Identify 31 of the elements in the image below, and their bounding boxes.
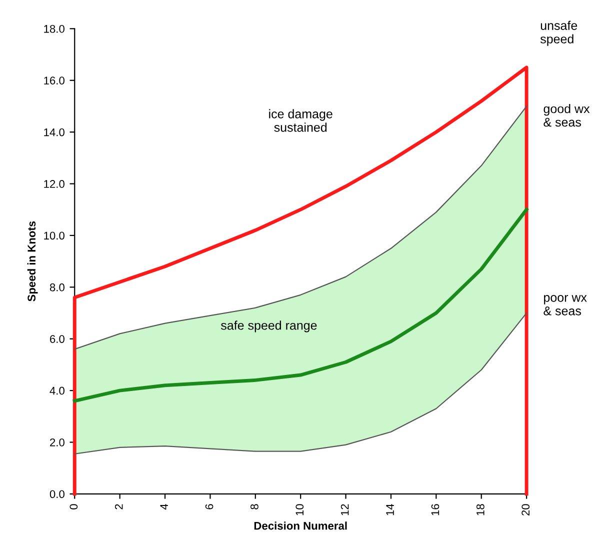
- y-tick-label: 16.0: [44, 76, 64, 85]
- x-tick-label: 20: [522, 504, 530, 516]
- x-tick-label: 10: [296, 504, 304, 516]
- x-tick-label: 16: [431, 504, 440, 516]
- y-tick-label: 6.0: [50, 335, 64, 343]
- y-tick-label: 10.0: [44, 232, 64, 240]
- y-tick-label: 0.0: [50, 490, 64, 498]
- x-tick-label: 0: [70, 504, 78, 510]
- x-tick-label: 18: [476, 504, 484, 516]
- y-axis-title: Speed in Knots: [27, 221, 38, 302]
- x-tick-label: 12: [340, 504, 349, 516]
- annotation: poor wx & seas: [544, 295, 587, 316]
- x-tick-label: 2: [114, 504, 123, 510]
- y-tick-label: 18.0: [44, 24, 64, 33]
- line-series: [74, 106, 528, 350]
- annotation: safe speed range: [221, 320, 317, 332]
- x-tick-label: 8: [250, 504, 258, 510]
- y-tick-label: 14.0: [44, 128, 64, 136]
- x-tick-label: 14: [386, 504, 394, 516]
- annotation: ice damage sustained: [269, 109, 332, 132]
- y-tick-label: 2.0: [50, 438, 64, 446]
- y-tick-label: 4.0: [50, 386, 64, 395]
- y-tick-label: 12.0: [44, 180, 64, 188]
- x-tick-label: 6: [205, 504, 214, 510]
- annotation: good wx & seas: [544, 104, 590, 127]
- text: unsafe speed: [540, 20, 578, 46]
- x-tick-label: 4: [160, 504, 168, 510]
- line-series: [72, 208, 528, 403]
- x-axis-title: Decision Numeral: [254, 522, 347, 530]
- y-tick-label: 8.0: [50, 283, 64, 292]
- line-series: [74, 312, 528, 454]
